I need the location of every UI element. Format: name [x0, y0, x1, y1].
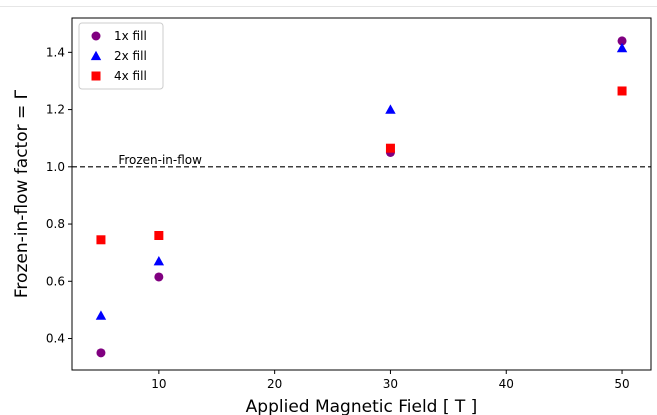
y-tick-label: 0.4 [46, 332, 65, 346]
frozen-in-flow-label: Frozen-in-flow [118, 153, 202, 167]
y-axis-ticks: 0.4 0.6 0.8 1.0 1.2 1.4 [46, 45, 72, 346]
data-point-1x-fill [617, 36, 627, 46]
legend-entries: 1x fill 2x fill 4x fill [90, 29, 147, 83]
data-point-4x-fill [617, 86, 627, 96]
legend: 1x fill 2x fill 4x fill [78, 22, 164, 90]
plot-area-frame [71, 17, 652, 371]
legend-marker-2x-fill [90, 50, 102, 61]
y-tick-label: 1.4 [46, 45, 65, 59]
data-point-1x-fill [96, 348, 106, 358]
x-tick-label: 20 [267, 377, 282, 391]
legend-marker-4x-fill [91, 71, 101, 81]
x-axis-ticks: 10 20 30 40 50 [151, 370, 630, 391]
top-divider [0, 6, 657, 7]
y-tick-label: 0.6 [46, 274, 65, 288]
legend-label-2x-fill: 2x fill [114, 49, 147, 63]
y-tick-label: 1.2 [46, 103, 65, 117]
series-1x-fill [96, 36, 627, 358]
data-points-layer [95, 36, 628, 358]
series-2x-fill [95, 42, 628, 320]
data-point-4x-fill [154, 230, 164, 240]
y-tick-label: 0.8 [46, 217, 65, 231]
data-point-4x-fill [385, 143, 395, 153]
x-tick-label: 40 [499, 377, 514, 391]
legend-label-4x-fill: 4x fill [114, 69, 147, 83]
y-tick-label: 1.0 [46, 160, 65, 174]
reference-line-group: Frozen-in-flow [72, 153, 651, 168]
legend-label-1x-fill: 1x fill [114, 29, 147, 43]
data-point-1x-fill [154, 272, 164, 282]
data-point-2x-fill [95, 310, 107, 320]
data-point-4x-fill [96, 235, 106, 245]
x-tick-label: 50 [614, 377, 629, 391]
x-tick-label: 30 [383, 377, 398, 391]
data-point-2x-fill [616, 42, 628, 53]
data-point-2x-fill [385, 104, 396, 114]
y-axis-label: Frozen-in-flow factor = Γ [12, 89, 32, 298]
data-point-2x-fill [153, 256, 165, 266]
x-axis-label: Applied Magnetic Field [ T ] [246, 397, 478, 415]
x-tick-label: 10 [151, 377, 166, 391]
series-4x-fill [96, 86, 627, 245]
legend-marker-1x-fill [91, 31, 101, 41]
